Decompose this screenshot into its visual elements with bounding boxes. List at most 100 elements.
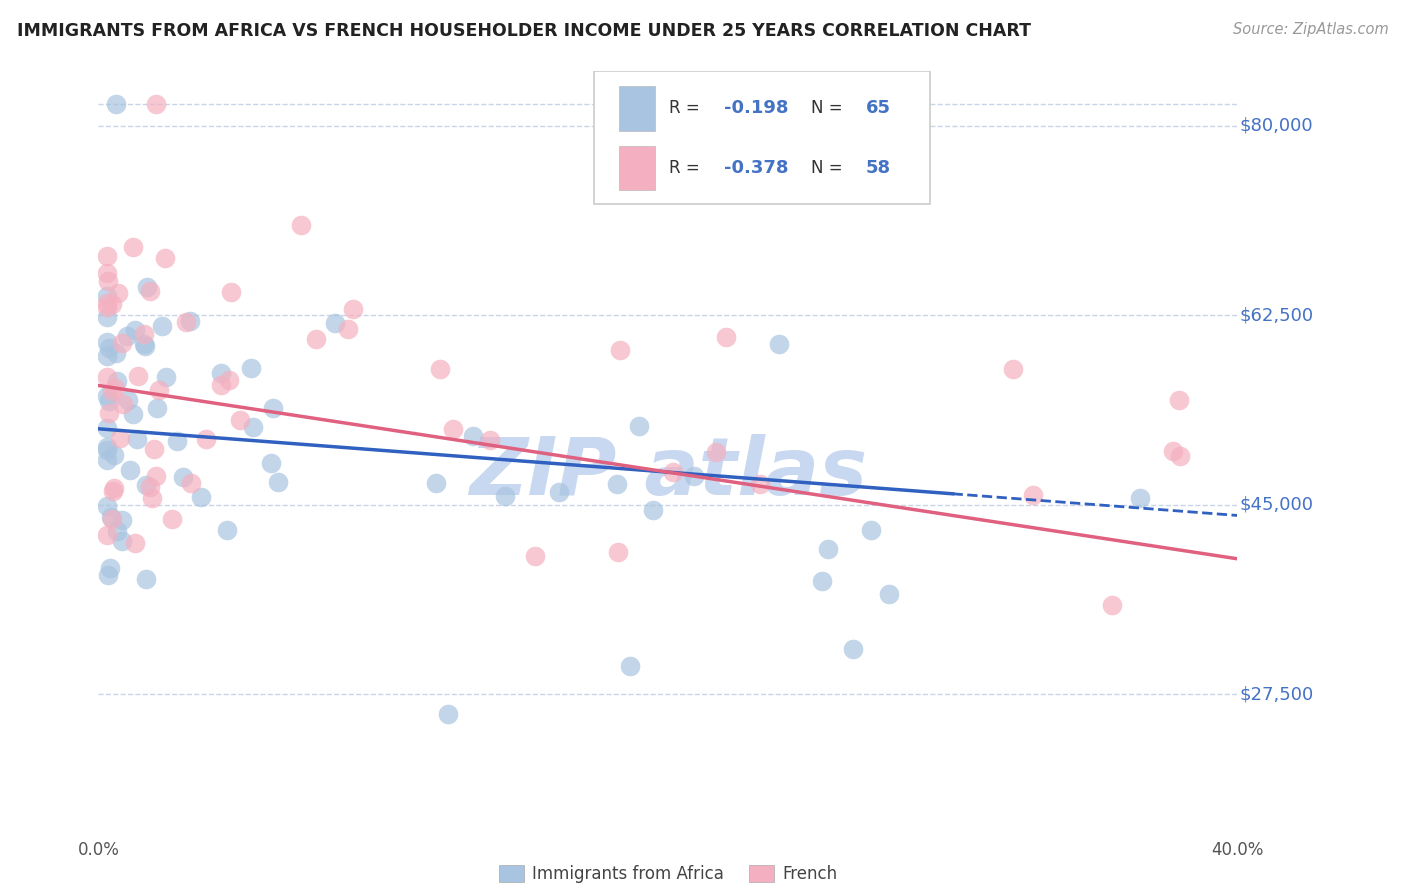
Point xyxy=(96,369,118,384)
Point xyxy=(174,315,197,329)
Point xyxy=(606,477,628,491)
Point xyxy=(146,401,169,416)
Point xyxy=(619,659,641,673)
Point xyxy=(714,330,737,344)
Point xyxy=(643,502,665,516)
Point xyxy=(463,429,485,443)
Point xyxy=(607,545,630,559)
Point xyxy=(336,322,359,336)
Point xyxy=(1002,362,1025,376)
Point xyxy=(98,561,121,575)
Point xyxy=(425,475,447,490)
Point xyxy=(1022,488,1045,502)
Point xyxy=(105,524,128,539)
Point xyxy=(122,240,145,254)
Point xyxy=(811,574,834,588)
Point xyxy=(842,642,865,657)
Text: IMMIGRANTS FROM AFRICA VS FRENCH HOUSEHOLDER INCOME UNDER 25 YEARS CORRELATION C: IMMIGRANTS FROM AFRICA VS FRENCH HOUSEHO… xyxy=(17,22,1031,40)
Point xyxy=(96,310,118,324)
Point xyxy=(125,432,148,446)
Point xyxy=(96,266,118,280)
Point xyxy=(209,366,232,380)
Point xyxy=(877,586,900,600)
Point xyxy=(135,279,157,293)
Point xyxy=(145,96,167,111)
Point xyxy=(494,489,516,503)
Point xyxy=(229,413,252,427)
Point xyxy=(112,397,135,411)
Point xyxy=(859,523,882,537)
Point xyxy=(768,336,790,351)
Point xyxy=(96,500,118,514)
Point xyxy=(267,475,290,490)
Point xyxy=(122,408,145,422)
Point xyxy=(96,289,118,303)
Point xyxy=(218,373,240,387)
Point xyxy=(104,381,127,395)
Point xyxy=(96,389,118,403)
Point xyxy=(1167,393,1189,408)
Point xyxy=(242,420,264,434)
Point xyxy=(209,378,232,392)
Text: $62,500: $62,500 xyxy=(1240,306,1313,324)
Point xyxy=(117,329,139,343)
Point xyxy=(105,345,128,359)
Point xyxy=(166,434,188,448)
Point xyxy=(100,384,122,399)
Text: $80,000: $80,000 xyxy=(1240,117,1313,135)
Point xyxy=(172,470,194,484)
Point xyxy=(160,512,183,526)
Point xyxy=(111,513,134,527)
Text: -0.198: -0.198 xyxy=(724,99,789,118)
Text: R =: R = xyxy=(669,159,704,178)
Point xyxy=(134,337,156,351)
Point xyxy=(1129,491,1152,505)
Point xyxy=(105,375,128,389)
Point xyxy=(96,249,118,263)
Text: N =: N = xyxy=(811,99,848,118)
Point xyxy=(117,393,139,408)
Point xyxy=(139,480,162,494)
Point xyxy=(101,512,124,526)
Point xyxy=(111,533,134,548)
Point xyxy=(100,510,122,524)
Point xyxy=(305,332,328,346)
Point xyxy=(111,336,134,351)
Text: Source: ZipAtlas.com: Source: ZipAtlas.com xyxy=(1233,22,1389,37)
Point xyxy=(817,541,839,556)
Point xyxy=(239,360,262,375)
Point xyxy=(142,442,165,457)
Text: $27,500: $27,500 xyxy=(1240,685,1313,703)
Point xyxy=(118,463,141,477)
Point xyxy=(97,393,120,408)
Point xyxy=(98,406,121,420)
FancyBboxPatch shape xyxy=(619,145,655,190)
Point xyxy=(135,573,157,587)
Text: -0.378: -0.378 xyxy=(724,159,789,178)
Text: R =: R = xyxy=(669,99,704,118)
Point xyxy=(1168,449,1191,463)
Point xyxy=(429,362,451,376)
Point xyxy=(290,219,312,233)
Text: ZIP atlas: ZIP atlas xyxy=(468,434,868,512)
Point xyxy=(179,314,201,328)
Point xyxy=(704,444,727,458)
Point xyxy=(437,707,460,722)
Point xyxy=(96,335,118,350)
Point xyxy=(101,297,124,311)
Point xyxy=(1161,444,1184,458)
Point xyxy=(609,343,631,358)
Point xyxy=(127,368,149,383)
Point xyxy=(134,339,156,353)
Point xyxy=(138,285,160,299)
Point xyxy=(96,349,118,363)
Point xyxy=(682,469,704,483)
FancyBboxPatch shape xyxy=(619,86,655,130)
Point xyxy=(260,456,283,470)
Point xyxy=(748,476,770,491)
Point xyxy=(145,468,167,483)
Point xyxy=(103,448,125,462)
Point xyxy=(108,431,131,445)
Point xyxy=(107,286,129,301)
Point xyxy=(96,420,118,434)
